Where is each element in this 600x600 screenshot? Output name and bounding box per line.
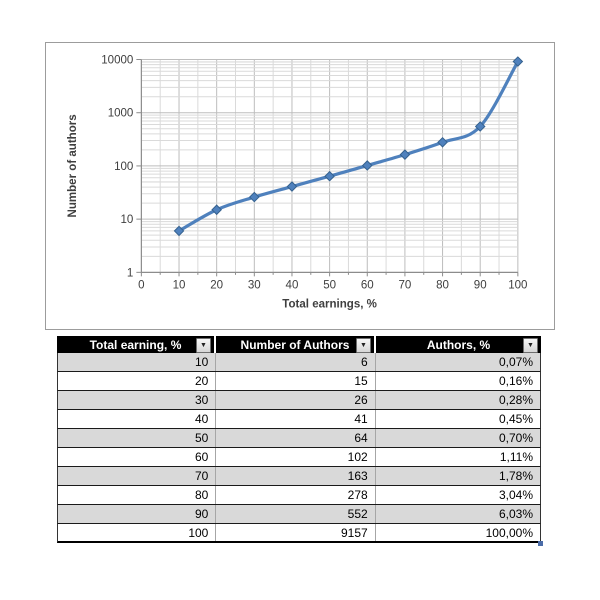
- table-cell[interactable]: 26: [216, 391, 376, 409]
- table-cell[interactable]: 6: [216, 353, 376, 371]
- data-point-marker: [474, 121, 486, 132]
- filter-dropdown-button[interactable]: ▼: [196, 338, 211, 353]
- svg-text:0: 0: [138, 279, 144, 291]
- table-cell[interactable]: 0,16%: [498, 374, 533, 388]
- table-cell[interactable]: 41: [216, 410, 376, 428]
- table-header-row: Total earning, % ▼ Number of Authors ▼ A…: [57, 336, 541, 353]
- table-resize-handle[interactable]: [538, 541, 543, 546]
- chevron-down-icon: ▼: [360, 342, 367, 349]
- svg-text:30: 30: [248, 279, 261, 291]
- svg-text:80: 80: [436, 279, 449, 291]
- svg-text:50: 50: [323, 279, 336, 291]
- table-cell[interactable]: 6,03%: [498, 507, 533, 521]
- table-row: 100 9157 100,00%: [57, 524, 541, 543]
- table-cell[interactable]: 15: [216, 372, 376, 390]
- earnings-table: Total earning, % ▼ Number of Authors ▼ A…: [57, 336, 543, 546]
- svg-text:70: 70: [398, 279, 411, 291]
- table-cell[interactable]: 278: [216, 486, 376, 504]
- column-header-authors-percent[interactable]: Authors, % ▼: [376, 336, 541, 353]
- table-row: 60 102 1,11%: [57, 448, 541, 467]
- data-point-marker: [512, 56, 524, 67]
- table-cell[interactable]: 163: [216, 467, 376, 485]
- table-cell[interactable]: 0,07%: [498, 355, 533, 369]
- table-cell[interactable]: 64: [216, 429, 376, 447]
- filter-dropdown-button[interactable]: ▼: [356, 338, 371, 353]
- data-point-marker: [361, 160, 373, 171]
- column-header-number-of-authors[interactable]: Number of Authors ▼: [216, 336, 376, 353]
- x-axis-title: Total earnings, %: [282, 298, 377, 310]
- chevron-down-icon: ▼: [527, 342, 534, 349]
- svg-text:60: 60: [361, 279, 374, 291]
- x-ticks: [140, 272, 519, 277]
- y-axis-title: Number of authors: [67, 114, 79, 217]
- data-point-marker: [248, 191, 260, 203]
- chart-object[interactable]: 0 10 20 30 40 50 60 70 80 90 100 1 10 100 1000 10000 Num…: [45, 42, 555, 330]
- table-cell[interactable]: 102: [216, 448, 376, 466]
- data-point-marker: [173, 225, 185, 237]
- svg-text:100: 100: [114, 161, 133, 173]
- data-series: [173, 56, 524, 237]
- svg-text:20: 20: [210, 279, 223, 291]
- y-ticks: [136, 58, 142, 273]
- table-row: 40 41 0,45%: [57, 410, 541, 429]
- svg-text:1: 1: [127, 267, 133, 279]
- table-row: 10 6 0,07%: [57, 353, 541, 372]
- table-cell[interactable]: 40: [58, 410, 217, 428]
- table-cell[interactable]: 0,70%: [498, 431, 533, 445]
- table-cell[interactable]: 30: [58, 391, 217, 409]
- x-tick-labels: 0 10 20 30 40 50 60 70 80 90 100: [138, 279, 527, 291]
- table-cell[interactable]: 100,00%: [485, 525, 533, 540]
- svg-text:90: 90: [474, 279, 487, 291]
- table-row: 90 552 6,03%: [57, 505, 541, 524]
- data-line: [177, 59, 520, 233]
- table-cell[interactable]: 1,78%: [498, 469, 533, 483]
- table-cell[interactable]: 80: [58, 486, 217, 504]
- axis-titles: Number of authors Total earnings, %: [67, 114, 377, 310]
- svg-text:10: 10: [121, 214, 134, 226]
- table-cell[interactable]: 60: [58, 448, 217, 466]
- chevron-down-icon: ▼: [200, 342, 207, 349]
- data-point-marker: [437, 136, 448, 148]
- filter-dropdown-button[interactable]: ▼: [523, 338, 538, 353]
- svg-text:10: 10: [173, 279, 186, 291]
- table-cell[interactable]: 0,45%: [498, 412, 533, 426]
- column-header-label: Total earning, %: [89, 337, 182, 352]
- earnings-chart: 0 10 20 30 40 50 60 70 80 90 100110100100010000Num…: [67, 55, 527, 311]
- table-cell[interactable]: 552: [216, 505, 376, 523]
- table-row: 70 163 1,78%: [57, 467, 541, 486]
- table-row: 50 64 0,70%: [57, 429, 541, 448]
- table-cell[interactable]: 90: [58, 505, 217, 523]
- column-header-label: Number of Authors: [240, 337, 350, 352]
- table-row: 80 278 3,04%: [57, 486, 541, 505]
- svg-text:40: 40: [286, 279, 299, 291]
- column-header-label: Authors, %: [426, 337, 491, 352]
- table-cell[interactable]: 100: [58, 524, 217, 541]
- data-point-marker: [211, 204, 223, 216]
- table-row: 30 26 0,28%: [57, 391, 541, 410]
- data-point-marker: [286, 181, 298, 192]
- y-tick-labels: 1 10 100 1000 10000: [101, 55, 133, 280]
- table-cell[interactable]: 70: [58, 467, 217, 485]
- table-cell[interactable]: 50: [58, 429, 217, 447]
- column-header-total-earning[interactable]: Total earning, % ▼: [57, 336, 216, 353]
- table-cell[interactable]: 9157: [216, 524, 376, 541]
- table-cell[interactable]: 20: [58, 372, 217, 390]
- data-point-marker: [399, 149, 411, 160]
- svg-text:100: 100: [508, 279, 527, 291]
- table-cell[interactable]: 0,28%: [498, 393, 533, 407]
- table-cell[interactable]: 1,11%: [499, 450, 533, 464]
- svg-text:10000: 10000: [101, 55, 133, 67]
- table-cell[interactable]: 10: [58, 353, 217, 371]
- svg-text:1000: 1000: [108, 108, 134, 120]
- table-cell[interactable]: 3,04%: [498, 488, 533, 502]
- table-row: 20 15 0,16%: [57, 372, 541, 391]
- table-body: 10 6 0,07% 20 15 0,16% 30 26 0,28% 40 41 0,45% 50 64 0…: [57, 353, 541, 543]
- data-point-marker: [324, 170, 335, 182]
